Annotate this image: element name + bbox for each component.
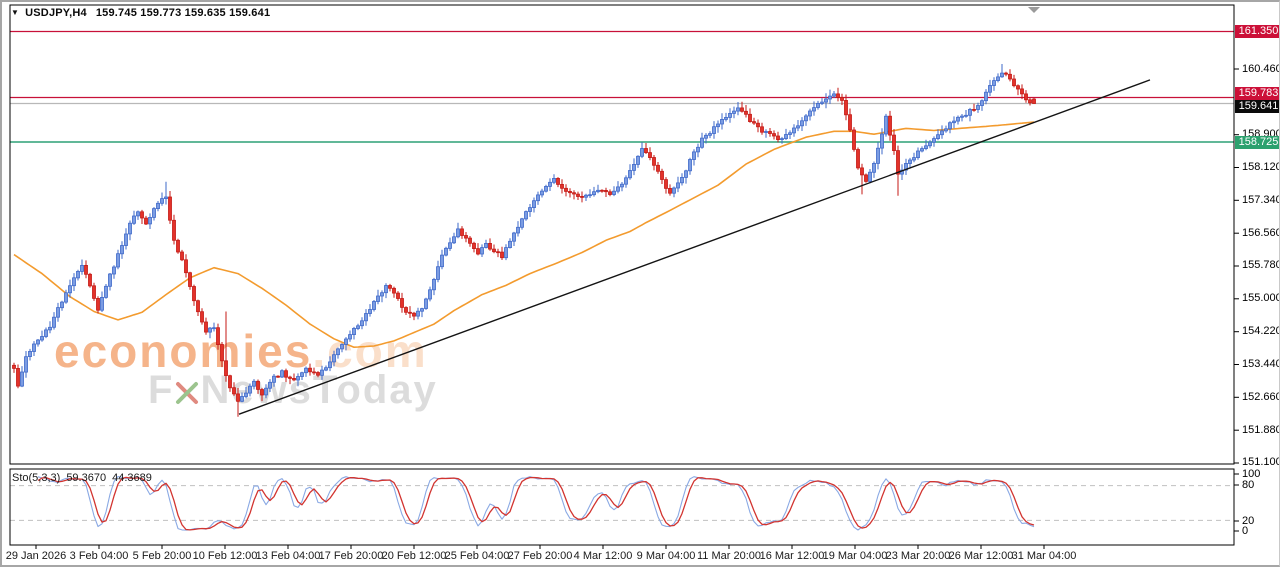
price-tick-label: 154.220 xyxy=(1242,325,1280,338)
date-tick-label: 9 Mar 04:00 xyxy=(636,550,696,562)
moving-average-line xyxy=(13,121,1035,348)
ascending-trendline xyxy=(238,79,1151,415)
axis-tick-marks xyxy=(35,68,1239,549)
price-tick-label: 152.660 xyxy=(1242,390,1280,403)
price-tick-label: 155.000 xyxy=(1242,292,1280,305)
stochastic-label: Sto(5,3,3) 59.3670 44.3689 xyxy=(12,472,152,484)
date-tick-label: 16 Mar 12:00 xyxy=(759,550,825,562)
symbol-period-label: USDJPY,H4 xyxy=(25,7,87,19)
chart-title: ▼ USDJPY,H4 159.745 159.773 159.635 159.64… xyxy=(11,7,270,19)
price-tick-label: 151.100 xyxy=(1242,456,1280,469)
price-tick-label: 160.460 xyxy=(1242,62,1280,75)
stochastic-tick-label: 80 xyxy=(1242,478,1255,491)
date-tick-label: 17 Feb 20:00 xyxy=(318,550,384,562)
date-tick-label: 13 Feb 04:00 xyxy=(255,550,321,562)
date-tick-label: 5 Feb 20:00 xyxy=(132,550,192,562)
stochastic-panel xyxy=(10,475,1234,531)
panel-frames xyxy=(9,4,1235,546)
date-tick-label: 10 Feb 12:00 xyxy=(192,550,258,562)
date-tick-label: 29 Jan 2026 xyxy=(5,550,67,562)
price-tick-label: 157.340 xyxy=(1242,193,1280,206)
date-tick-label: 20 Feb 12:00 xyxy=(381,550,447,562)
date-tick-label: 25 Feb 04:00 xyxy=(444,550,510,562)
stochastic-tick-label: 100 xyxy=(1242,467,1261,480)
horizontal-level-lines xyxy=(10,30,1234,143)
stochastic-d-value: 44.3689 xyxy=(112,472,152,484)
date-tick-label: 26 Mar 12:00 xyxy=(948,550,1014,562)
date-tick-label: 4 Mar 12:00 xyxy=(573,550,633,562)
candlesticks xyxy=(12,64,1036,417)
price-tick-label: 153.440 xyxy=(1242,357,1280,370)
price-tick-label: 158.120 xyxy=(1242,161,1280,173)
price-tick-label: 156.560 xyxy=(1242,226,1280,239)
stochastic-k-value: 59.3670 xyxy=(66,472,107,484)
symbol-dropdown-icon[interactable]: ▼ xyxy=(11,8,20,17)
price-badge-current: 159.641 xyxy=(1235,99,1279,113)
stochastic-name: Sto(5,3,3) xyxy=(12,472,61,484)
ohlc-quote: 159.745 159.773 159.635 159.641 xyxy=(95,7,271,19)
stochastic-tick-label: 0 xyxy=(1242,524,1249,537)
price-tick-label: 155.780 xyxy=(1242,259,1280,272)
date-tick-label: 11 Mar 20:00 xyxy=(696,550,762,562)
date-tick-label: 3 Feb 04:00 xyxy=(69,550,129,562)
price-badge-support: 158.725 xyxy=(1235,135,1279,149)
date-tick-label: 23 Mar 20:00 xyxy=(885,550,951,562)
price-tick-label: 151.880 xyxy=(1242,423,1280,436)
stochastic-tick-label: 20 xyxy=(1242,514,1255,527)
chart-shift-marker-icon xyxy=(1028,7,1040,13)
date-tick-label: 27 Feb 20:00 xyxy=(507,550,573,562)
price-badge-resistance-lower: 159.783 xyxy=(1235,86,1279,100)
date-tick-label: 19 Mar 04:00 xyxy=(822,550,888,562)
date-tick-label: 31 Mar 04:00 xyxy=(1011,550,1077,562)
price-badge-resistance-upper: 161.350 xyxy=(1235,25,1279,38)
